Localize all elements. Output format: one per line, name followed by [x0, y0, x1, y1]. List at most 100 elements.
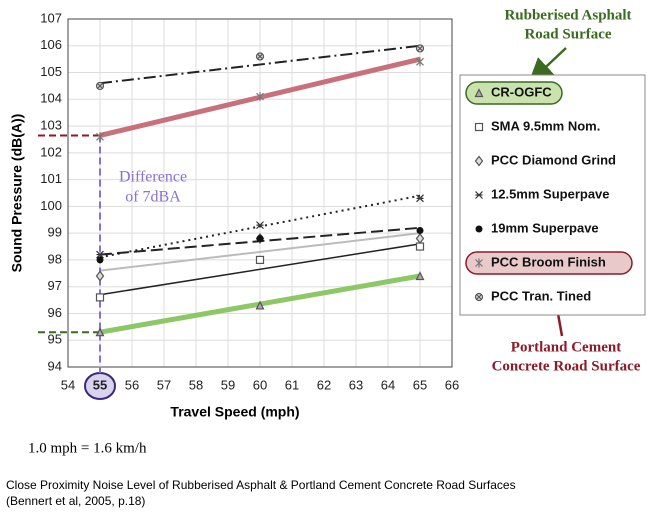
y-tick-label: 98 — [48, 251, 62, 266]
marker-shape — [476, 294, 482, 300]
y-tick-label: 100 — [40, 198, 62, 213]
y-tick-label: 105 — [40, 64, 62, 79]
marker — [415, 271, 425, 281]
marker-shape — [96, 250, 104, 259]
marker-shape — [96, 256, 104, 264]
marker-shape — [257, 54, 263, 59]
x-tick-label: 56 — [125, 377, 139, 392]
trend-line — [99, 243, 421, 296]
marker — [96, 250, 104, 259]
legend-label: PCC Broom Finish — [491, 254, 606, 269]
legend-label: PCC Diamond Grind — [491, 152, 616, 167]
y-tick-label: 101 — [40, 171, 62, 186]
x-tick-label: 63 — [349, 377, 363, 392]
marker — [416, 194, 424, 203]
marker-shape — [474, 155, 484, 167]
marker-shape — [475, 225, 483, 233]
marker-shape — [415, 271, 425, 281]
marker — [255, 255, 265, 265]
marker — [474, 155, 484, 167]
y-tick-label: 104 — [40, 91, 62, 106]
marker — [96, 132, 104, 142]
y-tick-label: 97 — [48, 278, 62, 293]
y-tick-label: 95 — [48, 332, 62, 347]
marker — [474, 292, 484, 302]
legend-label: SMA 9.5mm Nom. — [491, 118, 600, 133]
annotation: Concrete Road Surface — [492, 358, 641, 374]
footnote: 1.0 mph = 1.6 km/h — [28, 440, 147, 456]
marker-shape — [415, 242, 425, 251]
marker-shape — [95, 270, 105, 282]
marker — [95, 293, 105, 302]
y-tick-label: 106 — [40, 37, 62, 52]
marker-shape — [96, 132, 104, 142]
annotation: Road Surface — [524, 26, 611, 42]
trend-line — [99, 194, 421, 259]
trend-line — [99, 232, 421, 272]
y-tick-label: 103 — [40, 118, 62, 133]
marker-shape — [95, 293, 105, 302]
x-tick-label: 58 — [189, 377, 203, 392]
x-tick-label: 54 — [61, 377, 75, 392]
plot-frame — [67, 18, 453, 368]
marker-shape — [255, 255, 265, 265]
marker — [255, 52, 265, 61]
marker — [255, 300, 265, 310]
x-tick-label: 57 — [157, 377, 171, 392]
marker — [474, 122, 484, 132]
legend-label: PCC Tran. Tined — [491, 288, 591, 303]
marker — [415, 44, 425, 53]
marker — [95, 81, 105, 91]
marker-shape — [256, 221, 264, 230]
y-tick-label: 96 — [48, 305, 62, 320]
x-tick-label: 64 — [381, 377, 395, 392]
marker-shape — [475, 191, 483, 199]
marker-shape — [95, 327, 105, 337]
marker-shape — [417, 46, 423, 51]
marker — [415, 242, 425, 251]
x-tick-label: 65 — [413, 377, 427, 392]
marker — [415, 233, 425, 244]
marker — [416, 57, 424, 67]
marker — [475, 258, 483, 268]
marker-shape — [256, 92, 264, 102]
caption: (Bennert et al, 2005, p.18) — [6, 494, 145, 508]
marker — [95, 270, 105, 282]
legend-highlight — [465, 81, 563, 105]
marker — [475, 191, 483, 199]
y-axis-title: Sound Pressure (dB(A)) — [9, 114, 25, 273]
annotation: Portland Cement — [511, 339, 621, 355]
trend-line — [99, 44, 421, 85]
x-axis-title: Travel Speed (mph) — [170, 404, 299, 420]
marker-shape — [415, 233, 425, 244]
marker-shape — [97, 83, 103, 89]
x-tick-label: 55 — [93, 377, 107, 392]
marker-shape — [416, 57, 424, 67]
y-tick-label: 99 — [48, 225, 62, 240]
marker-shape — [416, 194, 424, 203]
marker-shape — [416, 226, 424, 234]
x-tick-label: 66 — [445, 377, 459, 392]
marker — [475, 225, 483, 233]
marker — [95, 327, 105, 337]
marker — [256, 235, 264, 243]
marker — [256, 221, 264, 230]
marker — [96, 256, 104, 264]
marker-shape — [475, 258, 483, 268]
annotation: of 7dBA — [125, 189, 181, 206]
marker — [256, 92, 264, 102]
y-tick-label: 102 — [40, 144, 62, 159]
caption: Close Proximity Noise Level of Rubberise… — [6, 478, 516, 492]
marker-shape — [255, 300, 265, 310]
x-tick-label: 59 — [221, 377, 235, 392]
x-tick-label: 60 — [253, 377, 267, 392]
annotation: Rubberised Asphalt — [504, 7, 631, 23]
annotation: Difference — [119, 169, 187, 186]
marker-shape — [474, 122, 484, 132]
marker — [416, 226, 424, 234]
legend-label: 19mm Superpave — [491, 220, 599, 235]
y-tick-label: 107 — [40, 10, 62, 25]
legend-label: 12.5mm Superpave — [491, 186, 610, 201]
legend-label: CR-OGFC — [491, 84, 552, 99]
y-tick-label: 94 — [48, 358, 62, 373]
